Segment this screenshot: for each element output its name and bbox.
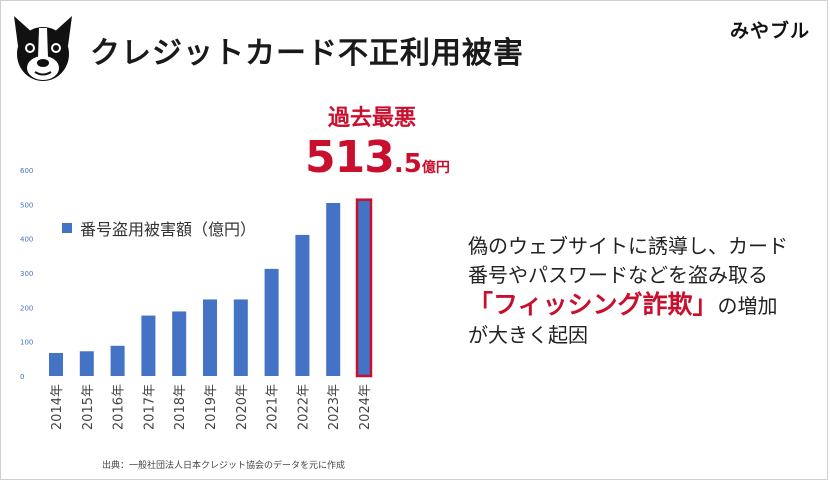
y-tick-label: 400 [20,236,33,244]
bar [110,345,125,376]
x-tick-label: 2017年 [142,384,157,430]
bar [264,268,279,376]
brand-logo: みやブル [729,20,810,42]
message-line-4: が大きく起因 [468,323,588,347]
x-tick-label: 2016年 [112,384,127,430]
x-tick-label: 2022年 [296,384,311,430]
boston-terrier-logo-icon [14,16,72,81]
bar-highlighted [355,198,373,378]
y-tick-label: 600 [20,167,33,175]
bar [141,315,156,376]
x-tick-label: 2020年 [235,384,250,430]
callout-value-int: 513 [305,132,395,183]
message-line-1: 偽のウェブサイトに誘導し、カード [468,234,788,258]
page-title: クレジットカード不正利用被害 [90,36,524,71]
legend-swatch [62,223,72,233]
bar [49,352,63,376]
y-tick-label: 100 [20,339,33,347]
bar [295,234,310,376]
bar [172,311,187,376]
bar [203,299,217,376]
message-line-3-suffix: の増加 [717,294,778,318]
x-tick-label: 2014年 [50,384,65,430]
x-tick-label: 2015年 [81,384,96,430]
bar [79,351,94,376]
callout-value-dec: .5 [393,149,422,179]
x-tick-label: 2018年 [173,384,188,430]
callout-unit: 億円 [421,160,450,176]
x-tick-label: 2021年 [266,384,281,430]
x-tick-label: 2019年 [204,384,219,430]
source-note: 出典：一般社団法人日本クレジット協会のデータを元に作成 [102,461,346,471]
legend-label: 番号盗用被害額（億円） [80,220,257,239]
bar [233,299,248,376]
callout-title: 過去最悪 [328,106,417,131]
message-highlight: 「フィッシング詐欺」 [468,290,718,319]
x-tick-label: 2023年 [327,384,342,430]
callout-value: 513.5億円 [305,132,450,183]
bar [326,202,341,376]
y-tick-label: 300 [20,270,33,278]
message-line-2: 番号やパスワードなどを盗み取る [468,263,768,287]
y-tick-label: 0 [20,373,24,381]
message-line-3: 「フィッシング詐欺」の増加 [468,290,798,321]
x-tick-label: 2024年 [358,384,373,430]
y-tick-label: 500 [20,201,33,209]
message-block: 偽のウェブサイトに誘導し、カード 番号やパスワードなどを盗み取る 「フィッシング… [468,232,798,350]
y-tick-label: 200 [20,304,33,312]
chart-legend: 番号盗用被害額（億円） [62,216,256,240]
